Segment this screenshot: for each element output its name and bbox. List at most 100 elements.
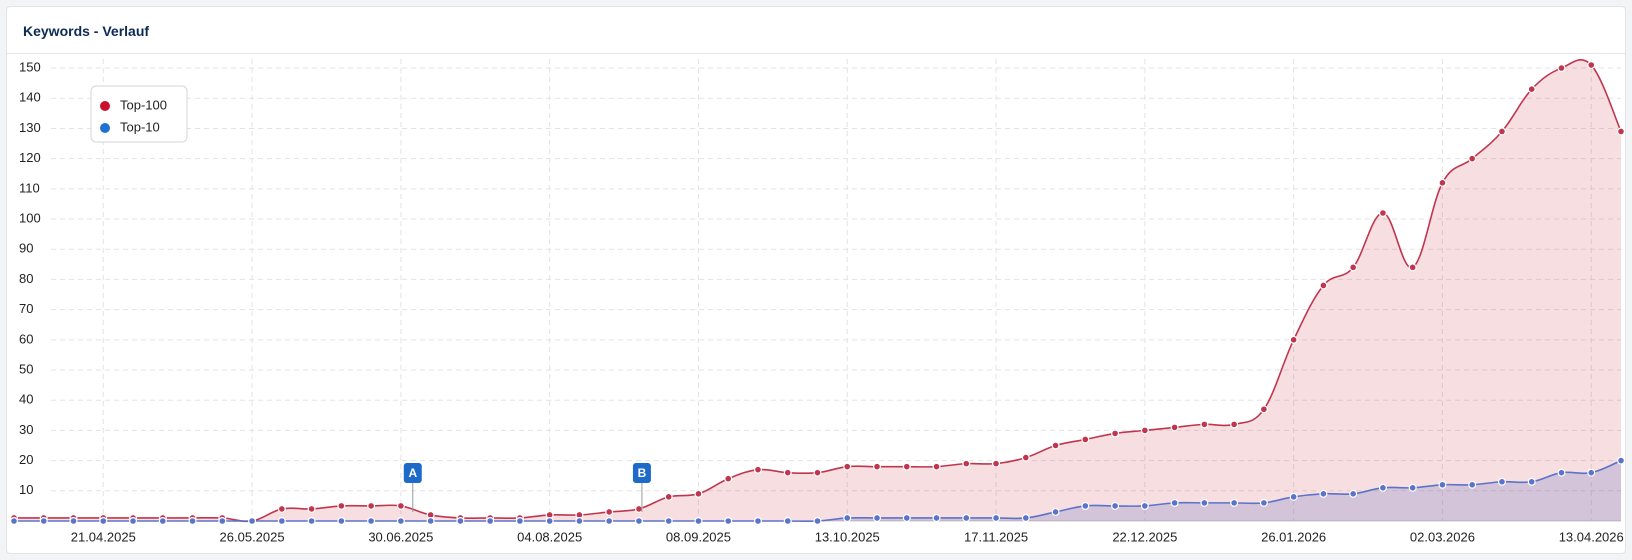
x-tick-label: 26.01.2026	[1261, 529, 1326, 544]
data-point	[188, 517, 197, 526]
data-point	[69, 517, 78, 526]
data-point	[1200, 420, 1209, 429]
x-tick-label: 13.10.2025	[815, 529, 880, 544]
data-point	[902, 513, 911, 522]
legend-box	[90, 85, 188, 143]
data-point	[843, 513, 852, 522]
data-point	[992, 459, 1001, 468]
x-tick-label: 13.04.2026	[1559, 529, 1624, 544]
y-tick-label: 150	[19, 59, 41, 74]
data-point	[962, 513, 971, 522]
data-point	[158, 517, 167, 526]
x-tick-label: 02.03.2026	[1410, 529, 1475, 544]
data-point	[367, 501, 376, 510]
data-point	[277, 504, 286, 513]
series-area	[14, 460, 1621, 522]
data-point	[1170, 498, 1179, 507]
legend-marker	[100, 123, 110, 133]
data-point	[634, 517, 643, 526]
data-point	[1438, 480, 1447, 489]
data-point	[1230, 420, 1239, 429]
data-point	[664, 492, 673, 501]
data-point	[1438, 178, 1447, 187]
data-point	[932, 462, 941, 471]
y-tick-label: 110	[19, 180, 40, 195]
data-point	[1140, 501, 1149, 510]
y-tick-label: 60	[19, 331, 33, 346]
annotation-flag	[632, 463, 651, 483]
data-point	[337, 501, 346, 510]
x-tick-label: 22.12.2025	[1112, 529, 1177, 544]
data-point	[39, 517, 48, 526]
data-point	[932, 513, 941, 522]
annotation-label: A	[408, 466, 417, 480]
data-point	[1200, 498, 1209, 507]
data-point	[843, 462, 852, 471]
legend-label: Top-100	[120, 97, 167, 112]
data-point	[1497, 127, 1506, 136]
data-point	[1408, 483, 1417, 492]
data-point	[1259, 405, 1268, 414]
y-tick-label: 80	[19, 271, 33, 286]
data-point	[664, 517, 673, 526]
chart-title: Keywords - Verlauf	[7, 7, 1625, 54]
data-point	[1497, 477, 1506, 486]
data-point	[1081, 501, 1090, 510]
data-point	[1378, 209, 1387, 218]
data-point	[1289, 335, 1298, 344]
data-point	[962, 459, 971, 468]
data-point	[486, 517, 495, 526]
data-point	[1408, 263, 1417, 272]
y-tick-label: 90	[19, 241, 33, 256]
data-point	[873, 513, 882, 522]
data-point	[634, 504, 643, 513]
data-point	[129, 517, 138, 526]
x-tick-label: 30.06.2025	[368, 529, 433, 544]
y-tick-label: 70	[19, 301, 33, 316]
y-tick-label: 130	[19, 120, 41, 135]
data-point	[753, 465, 762, 474]
data-point	[813, 517, 822, 526]
data-point	[1140, 426, 1149, 435]
data-point	[1349, 489, 1358, 498]
data-point	[367, 517, 376, 526]
data-point	[1468, 154, 1477, 163]
data-point	[9, 517, 19, 526]
data-point	[1378, 483, 1387, 492]
data-point	[724, 474, 733, 483]
data-point	[218, 517, 227, 526]
data-point	[1616, 456, 1625, 465]
x-tick-label: 17.11.2025	[964, 529, 1028, 544]
data-point	[1557, 468, 1566, 477]
legend-marker	[100, 101, 110, 111]
y-tick-label: 50	[19, 361, 33, 376]
data-point	[426, 517, 435, 526]
data-point	[99, 517, 108, 526]
data-point	[545, 517, 554, 526]
data-point	[1587, 61, 1596, 70]
annotation-label: B	[638, 466, 647, 480]
data-point	[694, 489, 703, 498]
y-tick-label: 100	[19, 210, 41, 225]
data-point	[783, 517, 792, 526]
y-tick-label: 30	[19, 422, 33, 437]
data-point	[1587, 468, 1596, 477]
data-point	[456, 517, 465, 526]
x-tick-label: 08.09.2025	[666, 529, 731, 544]
data-point	[1527, 477, 1536, 486]
data-point	[1259, 498, 1268, 507]
chart: 10 20 30 40 50 60 70 80 90 100 110 120 130 140 150 21.0…	[9, 59, 1625, 544]
data-point	[1111, 501, 1120, 510]
data-point	[1349, 263, 1358, 272]
data-point	[1170, 423, 1179, 432]
data-point	[1230, 498, 1239, 507]
series-area	[14, 59, 1621, 522]
data-point	[396, 501, 405, 510]
data-point	[783, 468, 792, 477]
data-point	[724, 517, 733, 526]
data-point	[1111, 429, 1120, 438]
x-tick-label: 04.08.2025	[517, 529, 582, 544]
legend-label: Top-10	[120, 119, 160, 134]
data-point	[694, 517, 703, 526]
x-tick-label: 21.04.2025	[71, 529, 136, 544]
